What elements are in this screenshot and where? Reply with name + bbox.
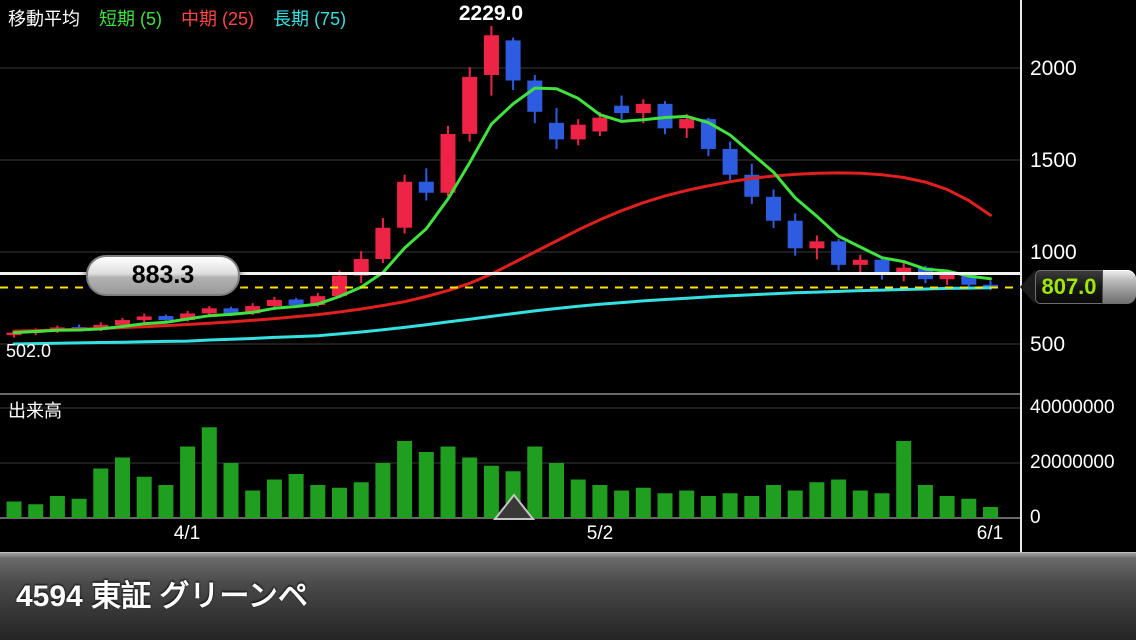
legend-long-ma: 長期 (75) bbox=[273, 9, 347, 29]
date-axis-tick: 5/2 bbox=[586, 523, 614, 544]
current-price-indicator: 807.0 bbox=[1020, 270, 1136, 304]
cursor-position-handle[interactable] bbox=[492, 492, 536, 527]
volume-axis-tick: 40000000 bbox=[1030, 397, 1115, 418]
price-axis-tick: 2000 bbox=[1030, 57, 1077, 80]
crosshair-price-bubble: 883.3 bbox=[86, 255, 240, 296]
candlestick-chart[interactable] bbox=[0, 0, 1136, 552]
bottom-toolbar: 4594 東証 グリーンペ 1分 5分 日足 週足 月足 設定 bbox=[0, 552, 1136, 640]
volume-section-title: 出来高 bbox=[8, 401, 62, 421]
current-price-label: 807.0 bbox=[1035, 270, 1102, 304]
price-axis-tick: 1000 bbox=[1030, 241, 1077, 264]
volume-axis-tick: 0 bbox=[1030, 507, 1041, 528]
legend-mid-ma: 中期 (25) bbox=[181, 9, 255, 29]
price-axis-tick: 1500 bbox=[1030, 149, 1077, 172]
price-tag-handle[interactable] bbox=[1102, 270, 1136, 304]
moving-average-legend: 移動平均 短期 (5) 中期 (25) 長期 (75) bbox=[8, 5, 360, 31]
stock-title: 4594 東証 グリーンペ bbox=[16, 580, 308, 613]
date-axis-tick: 4/1 bbox=[173, 523, 201, 544]
low-price-label: 502.0 bbox=[6, 341, 52, 361]
left-arrow-icon bbox=[1020, 270, 1035, 304]
chart-canvas[interactable]: 移動平均 短期 (5) 中期 (25) 長期 (75) 2229.0 502.0… bbox=[0, 0, 1136, 552]
legend-title: 移動平均 bbox=[8, 9, 80, 29]
volume-axis-tick: 20000000 bbox=[1030, 452, 1115, 473]
price-axis-tick: 500 bbox=[1030, 333, 1066, 356]
date-axis-tick: 6/1 bbox=[976, 523, 1004, 544]
legend-short-ma: 短期 (5) bbox=[99, 9, 163, 29]
up-triangle-icon bbox=[492, 493, 536, 520]
peak-price-label: 2229.0 bbox=[458, 2, 524, 25]
